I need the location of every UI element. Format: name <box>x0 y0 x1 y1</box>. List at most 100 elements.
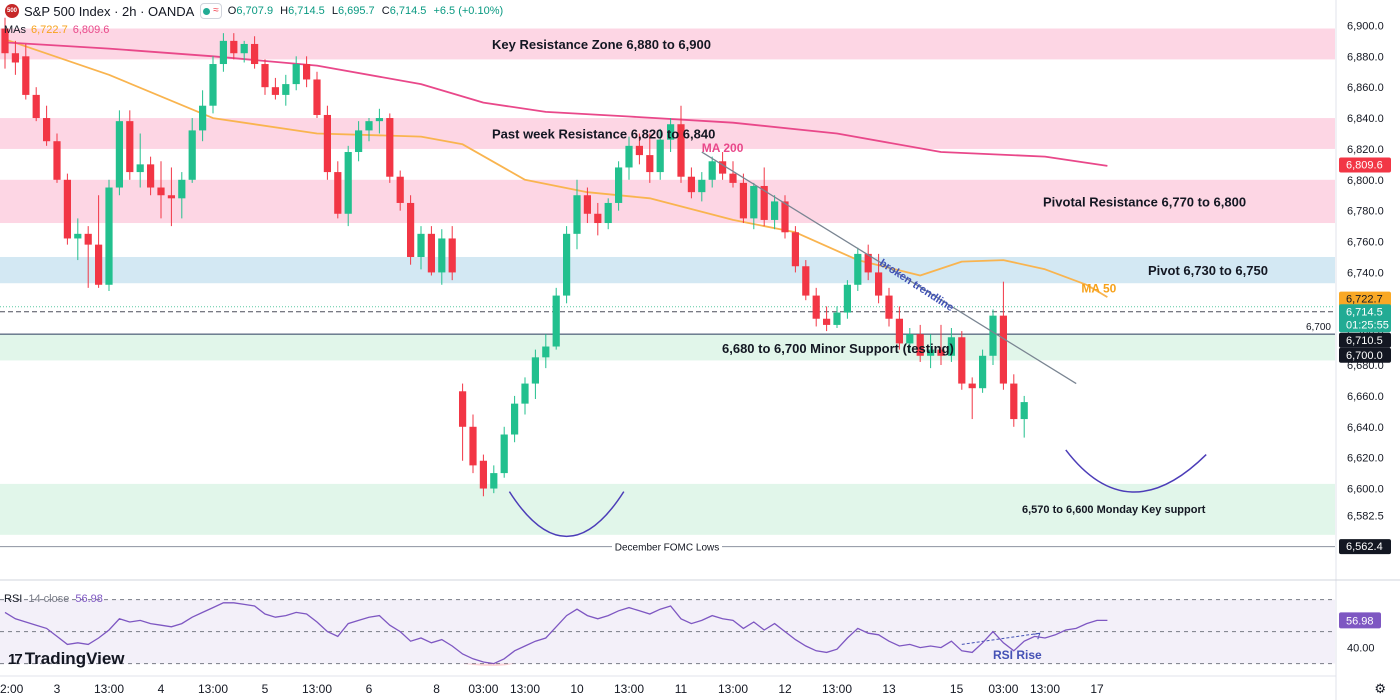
price-label-bg <box>1339 291 1391 307</box>
candle-down <box>261 59 269 95</box>
candle-body <box>563 233 571 296</box>
candle-body <box>739 182 747 219</box>
candle-down <box>469 414 477 474</box>
candle-body <box>573 195 581 234</box>
symbol-logo-icon[interactable]: 500 <box>5 4 19 18</box>
candle-body <box>199 105 207 131</box>
candle-body <box>126 121 134 173</box>
candle-up <box>355 121 363 162</box>
candle-up <box>1020 395 1028 438</box>
change-value: +6.5 (+0.10%) <box>433 5 504 17</box>
candle-body <box>407 202 415 257</box>
candle-up <box>906 327 914 353</box>
candle-down <box>802 260 810 301</box>
trendline <box>701 151 1077 385</box>
candle-up <box>989 309 997 366</box>
time-tick-label: 5 <box>262 682 269 696</box>
candle-body <box>167 195 175 199</box>
candle-down <box>53 133 61 183</box>
candle-body <box>521 383 529 404</box>
candle-up <box>833 306 841 328</box>
time-tick-label: 3 <box>54 682 61 696</box>
candle-body <box>417 233 425 257</box>
price-label-bg <box>1339 157 1391 173</box>
candle-up <box>573 179 581 250</box>
zone-label: Past week Resistance 6,820 to 6,840 <box>492 126 715 141</box>
candle-up <box>219 33 227 72</box>
ma50-legend-value: 6,722.7 <box>31 24 68 36</box>
market-open-dot-icon <box>203 7 211 15</box>
candle-down <box>157 161 165 219</box>
candle-down <box>407 195 415 265</box>
candle-up <box>531 349 539 400</box>
time-tick-label: 4 <box>158 682 165 696</box>
candle-body <box>251 43 259 65</box>
candle-up <box>542 334 550 369</box>
tradingview-wordmark: TradingView <box>24 649 125 668</box>
candle-up <box>511 395 519 443</box>
rsi-legend[interactable]: RSI 14 close 56.98 <box>4 593 103 605</box>
rsi-params: 14 close <box>28 593 70 605</box>
time-tick-label: 13 <box>882 682 896 696</box>
close-value: 6,714.5 <box>389 5 427 17</box>
price-label-text: 6,562.4 <box>1346 541 1383 553</box>
price-tick-label: 6,640.0 <box>1347 422 1384 434</box>
zones-layer <box>0 28 1335 535</box>
candle-down <box>427 226 435 276</box>
mas-label: MAs <box>4 24 26 36</box>
candle-down <box>303 56 311 88</box>
open-value: 6,707.9 <box>236 5 274 17</box>
price-label-tag: 6,700.0 <box>1339 347 1391 363</box>
price-tick-label: 6,660.0 <box>1347 391 1384 403</box>
candle-down <box>147 156 155 196</box>
price-tick-label: 6,800.0 <box>1347 175 1384 187</box>
market-status-pill[interactable]: ≈ <box>200 3 222 19</box>
candle-down <box>230 33 238 60</box>
candle-body <box>594 213 602 224</box>
price-label-text: 6,714.5 <box>1346 306 1383 318</box>
moving-averages-layer <box>4 38 1108 298</box>
candle-body <box>719 161 727 174</box>
candle-body <box>157 187 165 196</box>
candle-down <box>875 253 883 304</box>
candle-body <box>760 185 768 220</box>
candle-body <box>781 201 789 233</box>
candle-up <box>615 161 623 211</box>
mas-legend[interactable]: MAs 6,722.7 6,809.6 <box>4 24 109 36</box>
price-tick-label: 6,900.0 <box>1347 20 1384 32</box>
zone-support <box>0 334 1335 361</box>
candle-body <box>95 244 103 285</box>
candle-up <box>563 226 571 304</box>
candle-body <box>292 64 300 85</box>
candle-body <box>646 155 654 173</box>
tradingview-logo[interactable]: 17 TradingView <box>8 649 125 669</box>
gear-icon[interactable]: ⚙ <box>1374 681 1386 696</box>
candle-body <box>469 426 477 466</box>
candle-body <box>812 295 820 319</box>
candle-body <box>625 145 633 168</box>
candle-up <box>854 247 862 291</box>
candle-body <box>344 152 352 214</box>
candle-body <box>667 124 675 140</box>
volatility-wave-icon: ≈ <box>213 5 219 16</box>
candle-body <box>84 233 92 245</box>
time-tick-label: 11 <box>675 682 688 696</box>
symbol-title[interactable]: S&P 500 Index · 2h · OANDA <box>24 3 195 19</box>
candle-down <box>677 105 685 183</box>
candle-body <box>74 233 82 239</box>
candle-down <box>323 105 331 180</box>
candle-body <box>11 53 19 63</box>
rounded-bottom-curve <box>508 491 625 538</box>
zone-label: 6,680 to 6,700 Minor Support (testing) <box>722 341 954 356</box>
candle-body <box>958 337 966 384</box>
annotation-label: RSI Rise <box>993 648 1042 662</box>
ma200-line <box>4 41 1108 167</box>
candle-body <box>750 185 758 219</box>
candle-down <box>812 287 820 327</box>
candle-up <box>604 198 612 230</box>
candle-down <box>271 77 279 100</box>
candle-up <box>947 327 955 362</box>
candle-body <box>677 124 685 177</box>
candle-down <box>43 105 51 146</box>
